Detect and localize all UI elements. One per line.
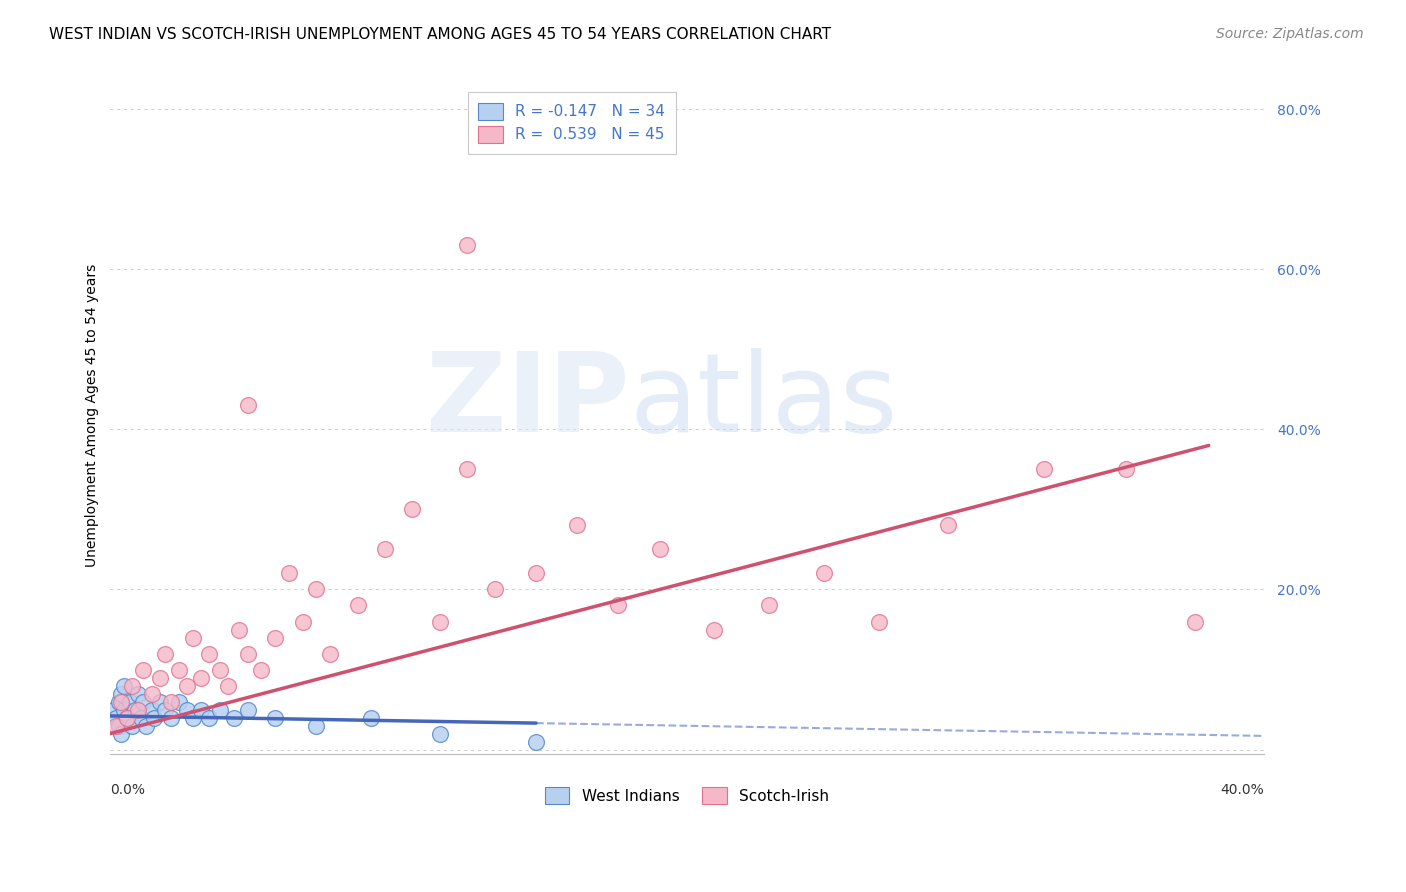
Point — [346, 599, 368, 613]
Point — [218, 679, 240, 693]
Point — [524, 566, 547, 581]
Text: 0.0%: 0.0% — [111, 783, 145, 797]
Point — [198, 710, 221, 724]
Point — [176, 702, 198, 716]
Point — [141, 686, 163, 700]
Point — [360, 710, 382, 724]
Point — [456, 238, 478, 252]
Text: atlas: atlas — [630, 349, 898, 456]
Point — [648, 542, 671, 557]
Point — [374, 542, 396, 557]
Point — [190, 702, 212, 716]
Point — [703, 623, 725, 637]
Point — [132, 663, 155, 677]
Point — [132, 694, 155, 708]
Point — [110, 694, 132, 708]
Point — [758, 599, 780, 613]
Point — [181, 710, 204, 724]
Point — [127, 686, 149, 700]
Point — [101, 702, 124, 716]
Point — [198, 647, 221, 661]
Point — [129, 710, 152, 724]
Point — [167, 694, 190, 708]
Point — [607, 599, 630, 613]
Point — [112, 702, 135, 716]
Point — [264, 631, 287, 645]
Text: Source: ZipAtlas.com: Source: ZipAtlas.com — [1216, 27, 1364, 41]
Point — [104, 710, 127, 724]
Point — [167, 663, 190, 677]
Point — [1115, 462, 1137, 476]
Point — [429, 726, 451, 740]
Point — [110, 686, 132, 700]
Point — [143, 710, 166, 724]
Point — [107, 718, 129, 732]
Point — [155, 702, 177, 716]
Legend: West Indians, Scotch-Irish: West Indians, Scotch-Irish — [536, 778, 838, 814]
Point — [159, 694, 181, 708]
Point — [277, 566, 299, 581]
Point — [112, 679, 135, 693]
Point — [236, 647, 259, 661]
Point — [236, 702, 259, 716]
Point — [209, 663, 232, 677]
Point — [127, 702, 149, 716]
Point — [104, 718, 127, 732]
Point — [305, 582, 328, 597]
Point — [524, 734, 547, 748]
Point — [429, 615, 451, 629]
Point — [176, 679, 198, 693]
Point — [868, 615, 890, 629]
Point — [107, 694, 129, 708]
Point — [155, 647, 177, 661]
Point — [135, 718, 157, 732]
Point — [936, 518, 959, 533]
Text: WEST INDIAN VS SCOTCH-IRISH UNEMPLOYMENT AMONG AGES 45 TO 54 YEARS CORRELATION C: WEST INDIAN VS SCOTCH-IRISH UNEMPLOYMENT… — [49, 27, 831, 42]
Text: ZIP: ZIP — [426, 349, 630, 456]
Point — [181, 631, 204, 645]
Point — [264, 710, 287, 724]
Point — [401, 502, 423, 516]
Y-axis label: Unemployment Among Ages 45 to 54 years: Unemployment Among Ages 45 to 54 years — [86, 264, 100, 567]
Point — [209, 702, 232, 716]
Point — [110, 726, 132, 740]
Point — [228, 623, 250, 637]
Point — [141, 702, 163, 716]
Point — [1033, 462, 1056, 476]
Point — [222, 710, 245, 724]
Text: 40.0%: 40.0% — [1220, 783, 1264, 797]
Point — [190, 671, 212, 685]
Point — [291, 615, 314, 629]
Point — [484, 582, 506, 597]
Point — [159, 710, 181, 724]
Point — [121, 718, 143, 732]
Point — [319, 647, 342, 661]
Point — [149, 694, 172, 708]
Point — [115, 710, 138, 724]
Point — [124, 702, 146, 716]
Point — [250, 663, 273, 677]
Point — [567, 518, 589, 533]
Point — [813, 566, 835, 581]
Point — [305, 718, 328, 732]
Point — [149, 671, 172, 685]
Point — [118, 694, 141, 708]
Point — [1184, 615, 1206, 629]
Point — [121, 679, 143, 693]
Point — [236, 399, 259, 413]
Point — [456, 462, 478, 476]
Point — [115, 710, 138, 724]
